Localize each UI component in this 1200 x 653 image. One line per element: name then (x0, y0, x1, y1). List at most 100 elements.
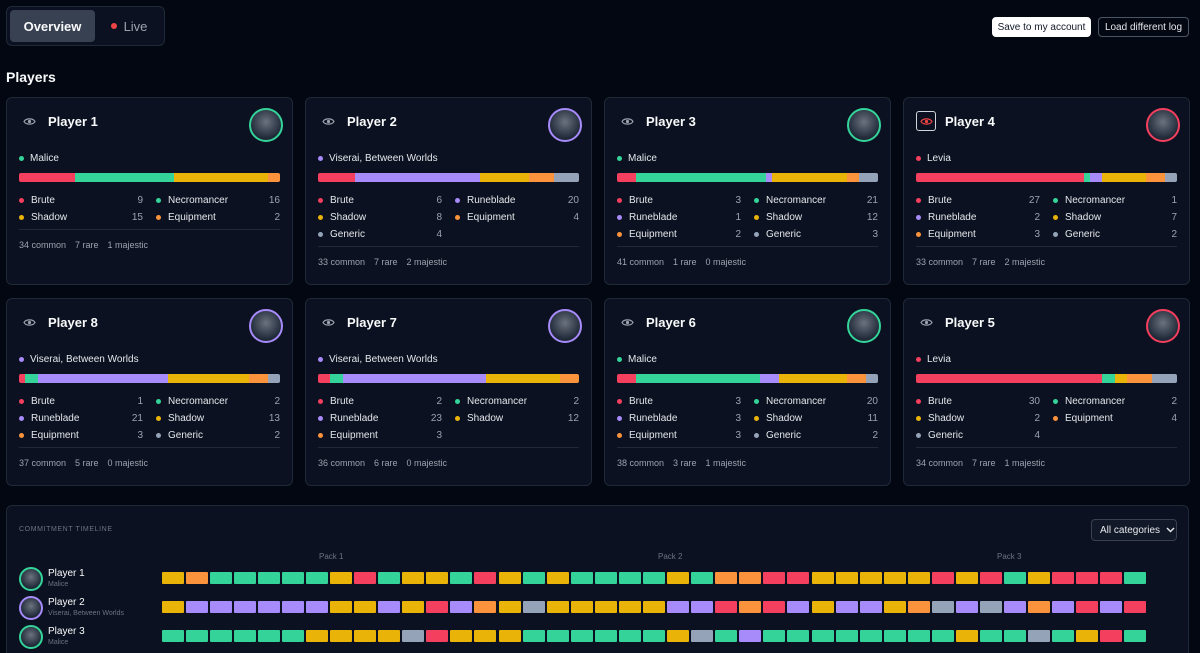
player-card[interactable]: Player 3 Malice Brute 3 Necromancer 21 R… (604, 97, 891, 285)
pick-cell[interactable] (1076, 630, 1098, 642)
pick-cell[interactable] (812, 601, 834, 613)
save-to-account-button[interactable]: Save to my account (992, 17, 1091, 37)
pick-cell[interactable] (402, 630, 424, 642)
pick-cell[interactable] (643, 572, 665, 584)
pick-cell[interactable] (1076, 572, 1098, 584)
tab-overview[interactable]: Overview (10, 10, 95, 42)
pick-cell[interactable] (186, 572, 208, 584)
pick-cell[interactable] (1100, 572, 1122, 584)
pick-cell[interactable] (763, 572, 785, 584)
pick-cell[interactable] (186, 601, 208, 613)
pick-cell[interactable] (330, 601, 352, 613)
pick-cell[interactable] (306, 572, 328, 584)
pick-cell[interactable] (1004, 630, 1026, 642)
visibility-eye-icon[interactable] (19, 312, 39, 332)
pick-cell[interactable] (1004, 572, 1026, 584)
pick-cell[interactable] (523, 601, 545, 613)
player-card[interactable]: Player 2 Viserai, Between Worlds Brute 6… (305, 97, 592, 285)
visibility-eye-icon[interactable] (19, 111, 39, 131)
pick-cell[interactable] (402, 572, 424, 584)
visibility-eye-icon[interactable] (916, 312, 936, 332)
pick-cell[interactable] (330, 572, 352, 584)
pick-cell[interactable] (234, 601, 256, 613)
pick-cell[interactable] (306, 601, 328, 613)
pick-cell[interactable] (691, 630, 713, 642)
pick-cell[interactable] (258, 601, 280, 613)
pick-cell[interactable] (162, 572, 184, 584)
pick-cell[interactable] (1052, 572, 1074, 584)
pick-cell[interactable] (547, 601, 569, 613)
pick-cell[interactable] (1028, 572, 1050, 584)
player-card[interactable]: Player 5 Levia Brute 30 Necromancer 2 Sh… (903, 298, 1190, 486)
pick-cell[interactable] (282, 601, 304, 613)
visibility-eye-icon[interactable] (318, 312, 338, 332)
pick-cell[interactable] (812, 572, 834, 584)
pick-cell[interactable] (691, 572, 713, 584)
pick-cell[interactable] (474, 630, 496, 642)
pick-cell[interactable] (667, 630, 689, 642)
pick-cell[interactable] (186, 630, 208, 642)
pick-cell[interactable] (1052, 630, 1074, 642)
player-card[interactable]: Player 4 Levia Brute 27 Necromancer 1 Ru… (903, 97, 1190, 285)
visibility-eye-icon[interactable] (916, 111, 936, 131)
pick-cell[interactable] (499, 601, 521, 613)
pick-cell[interactable] (450, 572, 472, 584)
pick-cell[interactable] (378, 601, 400, 613)
pick-cell[interactable] (258, 630, 280, 642)
pick-cell[interactable] (595, 572, 617, 584)
pick-cell[interactable] (282, 572, 304, 584)
pick-cell[interactable] (306, 630, 328, 642)
pick-cell[interactable] (1052, 601, 1074, 613)
pick-cell[interactable] (523, 630, 545, 642)
pick-cell[interactable] (210, 630, 232, 642)
pick-cell[interactable] (884, 572, 906, 584)
pick-cell[interactable] (787, 630, 809, 642)
pick-cell[interactable] (980, 572, 1002, 584)
pick-cell[interactable] (908, 630, 930, 642)
category-filter-select[interactable]: All categories (1091, 519, 1177, 541)
player-card[interactable]: Player 6 Malice Brute 3 Necromancer 20 R… (604, 298, 891, 486)
pick-cell[interactable] (691, 601, 713, 613)
pick-cell[interactable] (715, 630, 737, 642)
pick-cell[interactable] (860, 630, 882, 642)
pick-cell[interactable] (547, 572, 569, 584)
pick-cell[interactable] (980, 630, 1002, 642)
pick-cell[interactable] (450, 601, 472, 613)
pick-cell[interactable] (932, 572, 954, 584)
pick-cell[interactable] (234, 572, 256, 584)
pick-cell[interactable] (426, 630, 448, 642)
pick-cell[interactable] (763, 601, 785, 613)
pick-cell[interactable] (956, 630, 978, 642)
pick-cell[interactable] (956, 572, 978, 584)
pick-cell[interactable] (354, 572, 376, 584)
pick-cell[interactable] (956, 601, 978, 613)
pick-cell[interactable] (812, 630, 834, 642)
pick-cell[interactable] (619, 630, 641, 642)
pick-cell[interactable] (450, 630, 472, 642)
pick-cell[interactable] (763, 630, 785, 642)
pick-cell[interactable] (980, 601, 1002, 613)
pick-cell[interactable] (715, 572, 737, 584)
pick-cell[interactable] (354, 630, 376, 642)
pick-cell[interactable] (836, 572, 858, 584)
pick-cell[interactable] (643, 601, 665, 613)
pick-cell[interactable] (210, 601, 232, 613)
pick-cell[interactable] (739, 630, 761, 642)
visibility-eye-icon[interactable] (617, 111, 637, 131)
pick-cell[interactable] (667, 601, 689, 613)
pick-cell[interactable] (571, 572, 593, 584)
player-card[interactable]: Player 7 Viserai, Between Worlds Brute 2… (305, 298, 592, 486)
pick-cell[interactable] (330, 630, 352, 642)
pick-cell[interactable] (499, 572, 521, 584)
pick-cell[interactable] (1028, 630, 1050, 642)
pick-cell[interactable] (932, 630, 954, 642)
pick-cell[interactable] (1124, 630, 1146, 642)
pick-cell[interactable] (1076, 601, 1098, 613)
pick-cell[interactable] (715, 601, 737, 613)
pick-cell[interactable] (378, 630, 400, 642)
pick-cell[interactable] (523, 572, 545, 584)
pick-cell[interactable] (1100, 630, 1122, 642)
pick-cell[interactable] (884, 630, 906, 642)
pick-cell[interactable] (210, 572, 232, 584)
pick-cell[interactable] (619, 601, 641, 613)
